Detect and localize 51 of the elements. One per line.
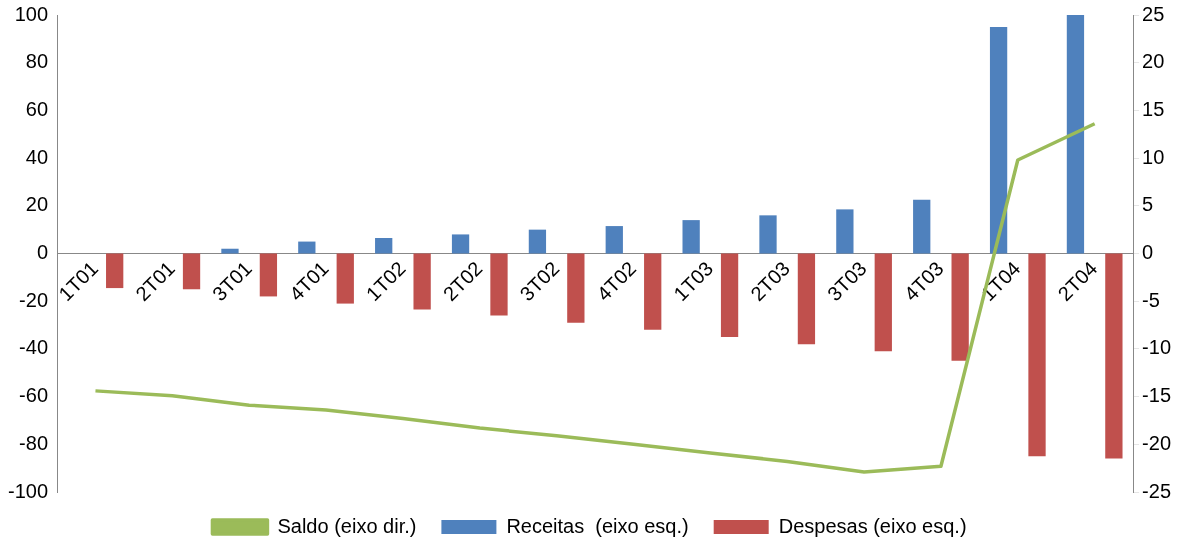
bar xyxy=(682,220,700,254)
y-tick-label: -100 xyxy=(8,479,49,502)
bar xyxy=(720,253,739,337)
bar xyxy=(797,253,816,345)
bar xyxy=(951,253,969,361)
bar xyxy=(375,238,393,254)
legend-label: Despesas (eixo esq.) xyxy=(778,514,967,537)
y2-tick-label: -25 xyxy=(1142,479,1171,502)
bar xyxy=(1028,253,1046,457)
y2-tick-label: -5 xyxy=(1142,288,1160,311)
bar xyxy=(336,253,354,304)
bar xyxy=(413,253,431,310)
y2-tick-label: -10 xyxy=(1142,336,1171,359)
bar xyxy=(644,253,662,330)
y-tick-label: -40 xyxy=(19,336,49,359)
bar xyxy=(989,26,1008,254)
y2-tick-label: 20 xyxy=(1142,50,1165,73)
y2-tick-label: -15 xyxy=(1142,384,1171,407)
y2-tick-label: 0 xyxy=(1142,241,1154,264)
y-tick-label: 0 xyxy=(36,241,49,264)
bar xyxy=(1105,253,1123,459)
y-tick-label: 80 xyxy=(25,50,49,73)
bar xyxy=(1066,15,1085,254)
bar xyxy=(106,253,124,289)
bar xyxy=(451,234,470,254)
bar xyxy=(221,248,239,254)
y2-tick-label: 5 xyxy=(1142,193,1154,216)
bar xyxy=(182,253,201,290)
y2-tick-label: 15 xyxy=(1142,97,1165,120)
legend-label: Saldo (eixo dir.) xyxy=(277,514,417,537)
bar xyxy=(567,253,585,323)
y2-tick-label: 25 xyxy=(1142,2,1165,25)
y-tick-label: -60 xyxy=(19,384,49,407)
y-tick-label: 60 xyxy=(25,97,49,120)
bar xyxy=(490,253,508,316)
bar xyxy=(528,229,547,254)
bar xyxy=(913,199,931,254)
y-tick-label: 40 xyxy=(25,145,49,168)
y2-tick-label: -20 xyxy=(1142,431,1171,454)
legend-label: Receitas (eixo esq.) xyxy=(506,514,689,537)
y2-tick-label: 10 xyxy=(1142,145,1165,168)
bar xyxy=(836,209,854,254)
y-tick-label: -80 xyxy=(19,431,49,454)
y-tick-label: -20 xyxy=(19,288,49,311)
y-tick-label: 100 xyxy=(14,2,49,25)
bar xyxy=(759,215,777,254)
bar xyxy=(259,253,278,297)
bar xyxy=(874,253,892,352)
bar xyxy=(298,241,316,254)
bar xyxy=(605,226,623,254)
y-tick-label: 20 xyxy=(25,193,49,216)
